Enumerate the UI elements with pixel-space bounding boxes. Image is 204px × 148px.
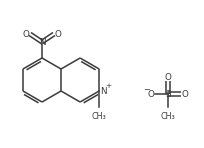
Text: N: N [39,37,45,46]
Text: CH₃: CH₃ [161,112,175,121]
Text: O: O [182,90,188,99]
Text: +: + [105,83,111,89]
Text: N: N [100,86,107,95]
Text: O: O [23,29,29,38]
Text: O: O [54,29,61,38]
Text: CH₃: CH₃ [92,112,106,121]
Text: S: S [165,90,171,99]
Text: O: O [165,73,171,82]
Text: O: O [147,90,154,99]
Text: −: − [144,86,150,95]
